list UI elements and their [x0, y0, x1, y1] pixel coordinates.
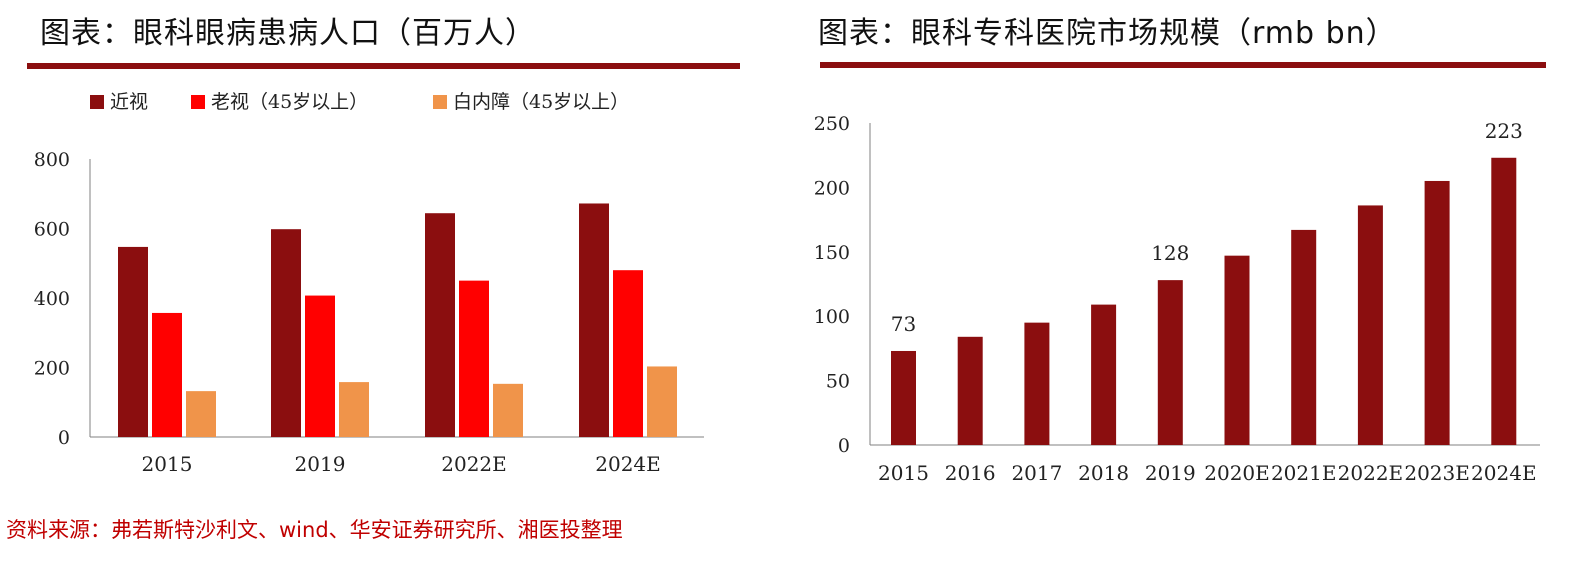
x-tick-label: 2016: [945, 461, 996, 485]
x-tick-label: 2020E: [1204, 461, 1270, 485]
bar-myopia-2019: [271, 229, 301, 437]
bar-presbyopia-2022E: [459, 280, 489, 437]
eye-hospital-market-chart: 0 50 100 150 200 250 2015 73 2016 2017 2018 2019 128…: [814, 113, 1540, 485]
y-tick-label: 0: [58, 427, 70, 449]
right-chart-title: 图表：眼科专科医院市场规模（rmb bn）: [818, 16, 1397, 51]
y-tick-label: 400: [34, 288, 70, 310]
y-tick-label: 100: [814, 306, 850, 328]
bar-market-2019: [1157, 280, 1183, 445]
bar-presbyopia-2024E: [613, 270, 643, 437]
bar-market-2022E: [1357, 205, 1383, 445]
y-tick-label: 200: [814, 177, 850, 199]
legend-cataract-label: 白内障（45岁以上）: [453, 91, 629, 113]
bar-market-2016: [957, 336, 983, 445]
y-tick-label: 200: [34, 358, 70, 380]
source-note: 资料来源：弗若斯特沙利文、wind、华安证券研究所、湘医投整理: [6, 518, 623, 542]
x-tick-label: 2022E: [1338, 461, 1404, 485]
legend-cataract-swatch: [433, 95, 447, 109]
bar-market-2017: [1024, 322, 1050, 445]
x-tick-label: 2015: [878, 461, 929, 485]
x-tick-label: 2024E: [1471, 461, 1537, 485]
y-tick-label: 800: [34, 149, 70, 171]
legend-myopia-swatch: [90, 95, 104, 109]
x-tick-label: 2019: [1145, 461, 1196, 485]
left-chart-title: 图表：眼科眼病患病人口（百万人）: [40, 16, 536, 51]
y-tick-label: 600: [34, 219, 70, 241]
legend-presbyopia-swatch: [191, 95, 205, 109]
x-tick-label: 2024E: [595, 452, 661, 476]
data-label: 73: [891, 312, 916, 336]
bar-myopia-2024E: [579, 203, 609, 437]
bar-market-2024E: [1491, 157, 1517, 445]
x-tick-label: 2018: [1078, 461, 1129, 485]
x-tick-label: 2022E: [441, 452, 507, 476]
bar-market-2015: [891, 350, 916, 445]
x-tick-label: 2023E: [1404, 461, 1470, 485]
bar-myopia-2015: [118, 246, 148, 437]
right-title-rule: [820, 62, 1546, 68]
x-tick-label: 2019: [295, 452, 346, 476]
y-tick-label: 50: [826, 371, 850, 393]
legend-myopia-label: 近视: [110, 91, 148, 113]
data-label: 223: [1485, 119, 1523, 143]
bar-market-2021E: [1291, 229, 1317, 445]
x-tick-label: 2017: [1011, 461, 1062, 485]
bar-cataract-2019: [339, 382, 369, 437]
bar-market-2020E: [1224, 255, 1250, 445]
data-label: 128: [1151, 241, 1189, 265]
bar-presbyopia-2019: [305, 295, 335, 437]
bar-cataract-2022E: [493, 383, 523, 437]
left-title-rule: [27, 63, 740, 69]
bar-myopia-2022E: [425, 213, 455, 437]
y-tick-label: 250: [814, 113, 850, 135]
legend-presbyopia-label: 老视（45岁以上）: [211, 91, 368, 113]
y-tick-label: 0: [838, 435, 850, 457]
x-tick-label: 2015: [142, 452, 193, 476]
eye-disease-population-chart: 近视 老视（45岁以上） 白内障（45岁以上） 0 200 400 600 800 2015 20…: [34, 91, 704, 476]
bar-market-2018: [1091, 304, 1117, 445]
bar-cataract-2024E: [647, 366, 677, 437]
y-tick-label: 150: [814, 242, 850, 264]
bar-presbyopia-2015: [152, 312, 182, 437]
x-tick-label: 2021E: [1271, 461, 1337, 485]
bar-cataract-2015: [186, 391, 216, 437]
bar-market-2023E: [1424, 180, 1450, 445]
